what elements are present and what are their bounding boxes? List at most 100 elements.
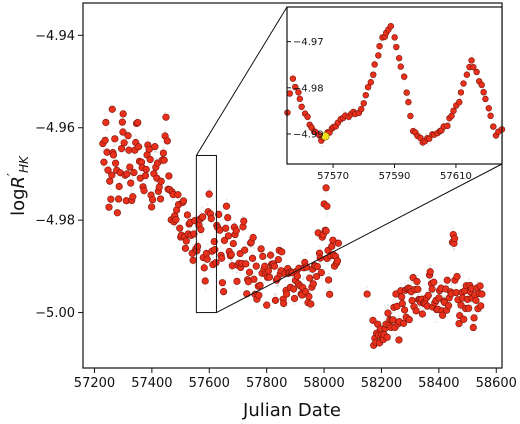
data-point-160 [252, 262, 260, 270]
data-point-111 [205, 190, 213, 198]
data-point-117 [211, 246, 219, 254]
noise-dot-891 [419, 307, 422, 310]
noise-dot-920 [428, 265, 432, 268]
x-tick-label-3: 57800 [246, 376, 287, 391]
noise-dot-986 [450, 283, 453, 286]
data-point-326 [444, 302, 453, 310]
data-point-45 [142, 165, 150, 174]
data-point-167 [259, 252, 267, 260]
data-point-335 [453, 272, 461, 281]
noise-dot-37 [113, 144, 116, 147]
connector-upper [195, 6, 288, 156]
data-point-353 [470, 314, 478, 322]
noise-dot-810 [394, 333, 398, 336]
data-point-1 [100, 158, 108, 166]
noise-dot-709 [327, 287, 330, 290]
data-point-16 [114, 195, 123, 203]
noise-dot-541 [274, 293, 277, 297]
data-point-173 [264, 267, 273, 275]
data-point-237 [326, 290, 334, 298]
noise-dot-106 [135, 117, 138, 120]
inset-noise-dot-178 [427, 143, 430, 146]
inset-x-tick-label-2: 57610 [440, 171, 472, 182]
noise-dot-996 [452, 248, 456, 251]
data-point-316 [435, 294, 443, 302]
x-tick-label-5: 58200 [361, 376, 402, 391]
y-axis-title-r: R [8, 176, 29, 189]
inset-data-point-33 [364, 83, 372, 91]
noise-dot-409 [233, 250, 236, 253]
inset-data-point-8 [304, 113, 311, 121]
inset-noise-dot-75 [348, 109, 351, 112]
data-point-293 [413, 277, 421, 286]
data-point-236 [324, 276, 333, 284]
noise-dot-188 [162, 163, 165, 166]
data-point-355 [472, 296, 480, 304]
noise-dot-424 [235, 271, 239, 274]
data-point-311 [430, 278, 438, 286]
noise-dot-307 [200, 233, 203, 236]
data-point-271 [392, 290, 400, 298]
data-point-360 [477, 302, 485, 310]
data-point-37 [134, 143, 143, 151]
data-point-362 [322, 184, 330, 192]
noise-dot-1055 [470, 301, 473, 304]
noise-dot-1097 [365, 299, 369, 302]
noise-dot-303 [199, 211, 202, 214]
noise-dot-381 [223, 234, 226, 238]
data-point-44 [141, 172, 150, 180]
data-point-179 [270, 262, 279, 270]
data-point-102 [197, 225, 205, 234]
data-point-220 [309, 280, 317, 288]
inset-data-point-34 [367, 79, 374, 86]
noise-dot-324 [204, 248, 207, 251]
noise-dot-387 [225, 198, 228, 201]
inset-data-point-36 [371, 61, 378, 68]
inset-data-point-35 [370, 71, 377, 78]
noise-dot-564 [282, 306, 286, 309]
noise-dot-1046 [467, 278, 471, 281]
data-point-150 [243, 290, 251, 298]
noise-dot-150 [149, 188, 152, 191]
data-point-187 [278, 248, 286, 256]
data-point-22 [120, 139, 128, 147]
inset-noise-dot-45 [322, 128, 325, 131]
inset-y-tick-label-0: −4.97 [293, 37, 324, 48]
noise-dot-829 [400, 283, 403, 286]
noise-dot-323 [204, 288, 207, 291]
data-point-366 [108, 105, 116, 113]
noise-dot-963 [442, 295, 445, 298]
noise-dot-889 [418, 305, 421, 308]
noise-dot-930 [432, 314, 435, 317]
y-tick-label-3: −5.00 [35, 306, 75, 321]
noise-dot-1028 [462, 326, 465, 329]
noise-dot-553 [278, 241, 282, 245]
data-point-11 [109, 151, 118, 159]
noise-dot-790 [387, 304, 390, 308]
inset-noise-dot-62 [333, 132, 336, 135]
data-point-233 [322, 227, 330, 235]
noise-dot-165 [153, 158, 156, 161]
inset-data-point-84 [487, 112, 494, 120]
data-point-309 [428, 285, 436, 293]
data-point-21 [119, 128, 127, 136]
noise-dot-927 [432, 292, 435, 295]
noise-dot-88 [130, 188, 133, 192]
inset-x-tick-label-1: 57590 [379, 171, 411, 182]
noise-dot-844 [403, 281, 407, 285]
inset-noise-dot-115 [378, 39, 381, 43]
noise-dot-644 [307, 307, 310, 310]
data-point-8 [107, 195, 115, 203]
data-point-247 [369, 316, 377, 324]
noise-dot-1069 [475, 281, 479, 284]
data-point-27 [125, 146, 133, 154]
inset-data-point-71 [456, 98, 463, 106]
noise-dot-346 [212, 256, 215, 259]
data-point-164 [256, 281, 264, 289]
noise-dot-953 [438, 281, 441, 285]
data-point-307 [426, 268, 434, 276]
noise-dot-464 [249, 251, 252, 254]
noise-dot-314 [200, 205, 204, 209]
data-point-130 [224, 213, 232, 222]
zoom-box [195, 154, 217, 314]
